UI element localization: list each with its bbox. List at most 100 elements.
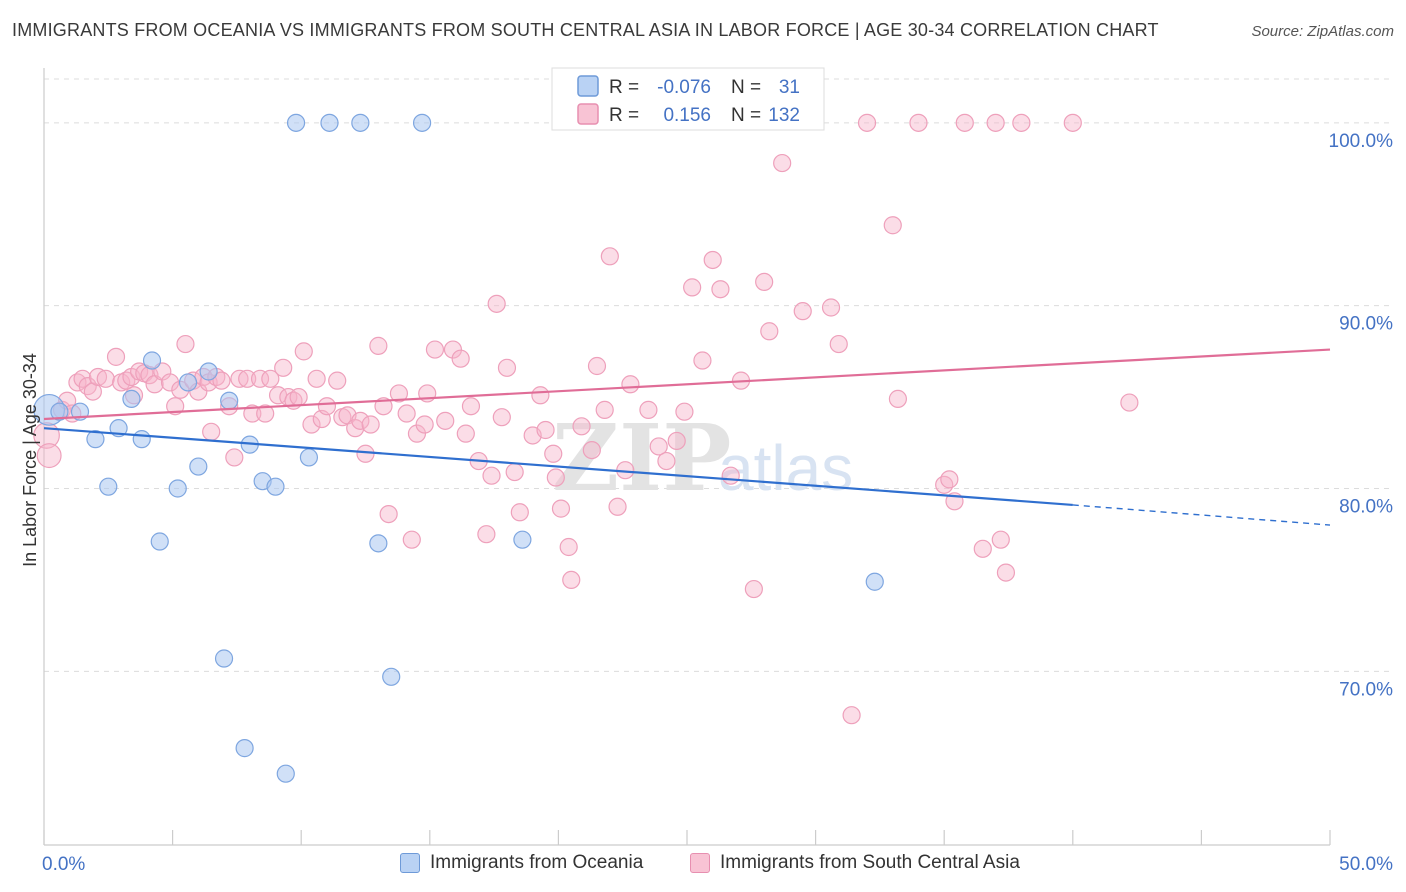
- south-central-asia-point: [546, 468, 565, 487]
- stats-r-label-oceania: R =: [609, 77, 639, 98]
- south-central-asia-point: [294, 342, 313, 361]
- trend-lines: [43, 348, 1331, 526]
- south-central-asia-point: [443, 340, 463, 359]
- x-tick-label-min: 0.0%: [42, 854, 85, 875]
- watermark-zip: ZIP: [552, 404, 731, 512]
- oceania-point: [320, 113, 339, 132]
- south-central-asia-point: [973, 539, 992, 558]
- south-central-asia-point: [703, 250, 722, 270]
- south-central-asia-point: [991, 530, 1010, 549]
- oceania-point: [220, 391, 239, 410]
- south-central-asia-point: [940, 470, 959, 489]
- oceania-point: [369, 534, 388, 553]
- south-central-asia-point: [996, 563, 1016, 582]
- south-central-asia-point: [166, 397, 185, 416]
- south-central-asia-point: [402, 530, 421, 549]
- oceania-point: [168, 479, 187, 498]
- legend-item-oceania: Immigrants from Oceania: [400, 852, 643, 874]
- south-central-asia-point: [302, 415, 321, 434]
- south-central-asia-point: [505, 462, 524, 482]
- south-central-asia-point: [888, 389, 908, 409]
- south-central-asia-point: [328, 371, 347, 390]
- south-central-asia-point: [36, 443, 62, 469]
- y-tick-label: 80.0%: [1339, 496, 1393, 517]
- source-label: Source: ZipAtlas.com: [1251, 23, 1394, 40]
- south-central-asia-point: [212, 371, 231, 390]
- south-central-asia-point: [829, 334, 848, 354]
- south-central-asia-point: [821, 298, 841, 317]
- oceania-point: [50, 402, 69, 421]
- south-central-asia-point: [649, 437, 668, 456]
- oceania-point: [189, 457, 208, 476]
- south-central-asia-point: [1063, 113, 1082, 132]
- stats-n-value-oceania: 31: [779, 77, 800, 98]
- south-central-asia-point: [176, 334, 195, 354]
- south-central-asia-point: [793, 302, 812, 321]
- south-central-asia-point: [683, 278, 702, 297]
- south-central-asia-point: [536, 420, 555, 440]
- south-central-asia-point: [935, 475, 954, 494]
- stats-n-label-oceania: N =: [731, 77, 761, 98]
- south-central-asia-point: [243, 404, 262, 423]
- oceania-point: [276, 764, 295, 783]
- south-central-asia-point: [230, 369, 249, 388]
- watermark-atlas: atlas: [718, 432, 853, 504]
- trend-line-south-central-asia: [43, 348, 1331, 421]
- south-central-asia-point: [397, 404, 416, 423]
- south-central-asia-point: [909, 113, 928, 132]
- south-central-asia-point: [351, 411, 370, 430]
- south-central-asia-point: [955, 113, 974, 132]
- legend-swatch-oceania: [400, 853, 420, 873]
- south-central-asia-point: [202, 422, 221, 441]
- south-central-asia-point: [289, 387, 308, 407]
- south-central-asia-point: [307, 369, 326, 388]
- south-central-asia-point: [487, 294, 506, 313]
- stats-r-value-south-central-asia: 0.156: [663, 105, 711, 126]
- south-central-asia-point: [883, 216, 902, 235]
- south-central-asia-point: [317, 397, 337, 416]
- series-legend: Immigrants from Oceania Immigrants from …: [0, 852, 1406, 878]
- y-tick-label: 70.0%: [1339, 679, 1393, 700]
- trend-line-oceania: [43, 427, 1073, 507]
- oceania-point: [513, 530, 532, 549]
- south-central-asia-point: [639, 400, 658, 419]
- oceania-point: [382, 667, 401, 686]
- south-central-asia-point: [544, 444, 563, 463]
- oceania-point: [99, 477, 118, 496]
- south-central-asia-point: [551, 499, 571, 518]
- y-axis-label: In Labor Force | Age 30-34: [20, 353, 40, 567]
- stats-r-value-oceania: -0.076: [657, 77, 711, 98]
- oceania-point: [178, 373, 198, 392]
- south-central-asia-point: [582, 441, 601, 460]
- south-central-asia-point: [356, 444, 375, 463]
- south-central-asia-point: [436, 411, 455, 430]
- oceania-point: [150, 532, 169, 551]
- south-central-asia-point: [1120, 393, 1139, 412]
- south-central-asia-point: [773, 153, 792, 173]
- stats-n-label-south-central-asia: N =: [731, 105, 761, 126]
- south-central-asia-point: [160, 373, 180, 392]
- south-central-asia-point: [531, 386, 550, 405]
- chart-title: IMMIGRANTS FROM OCEANIA VS IMMIGRANTS FR…: [12, 20, 1159, 40]
- south-central-asia-point: [711, 280, 730, 299]
- south-central-asia-point: [842, 706, 861, 725]
- south-central-asia-point: [361, 415, 380, 434]
- south-central-asia-point: [415, 415, 434, 434]
- oceania-point: [142, 351, 162, 370]
- south-central-asia-point: [1012, 113, 1031, 132]
- legend-label-south-central-asia: Immigrants from South Central Asia: [720, 852, 1020, 873]
- legend-item-south-central-asia: Immigrants from South Central Asia: [690, 852, 1020, 874]
- south-central-asia-point: [389, 384, 409, 403]
- south-central-asia-point: [667, 431, 686, 451]
- south-central-asia-point: [461, 397, 481, 416]
- south-central-asia-point: [456, 424, 475, 443]
- south-central-asia-point: [451, 349, 470, 368]
- south-central-asia-point: [744, 579, 763, 599]
- oceania-point: [86, 430, 105, 449]
- south-central-asia-point: [562, 570, 581, 590]
- south-central-asia-point: [559, 537, 578, 557]
- south-central-asia-point: [261, 369, 280, 388]
- south-central-asia-point: [621, 375, 640, 394]
- south-central-asia-point: [407, 424, 427, 443]
